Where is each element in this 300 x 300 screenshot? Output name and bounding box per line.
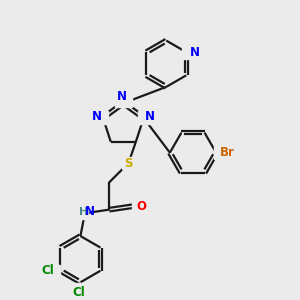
Text: N: N bbox=[85, 205, 94, 218]
Text: H: H bbox=[79, 207, 88, 217]
Bar bbox=[115, 94, 132, 107]
Bar bbox=[44, 265, 60, 277]
Text: Br: Br bbox=[220, 146, 235, 159]
Bar bbox=[69, 283, 86, 295]
Bar bbox=[138, 111, 155, 124]
Text: S: S bbox=[124, 157, 133, 169]
Bar bbox=[122, 157, 135, 169]
Bar bbox=[70, 207, 88, 219]
Text: Cl: Cl bbox=[42, 264, 54, 277]
Bar bbox=[92, 111, 108, 124]
Text: N: N bbox=[117, 90, 127, 103]
Text: N: N bbox=[92, 110, 101, 123]
Bar bbox=[182, 46, 199, 59]
Bar bbox=[214, 146, 230, 159]
Text: N: N bbox=[190, 46, 200, 59]
Text: O: O bbox=[137, 200, 147, 213]
Bar bbox=[132, 200, 146, 212]
Text: N: N bbox=[145, 110, 155, 123]
Text: Cl: Cl bbox=[73, 286, 85, 299]
